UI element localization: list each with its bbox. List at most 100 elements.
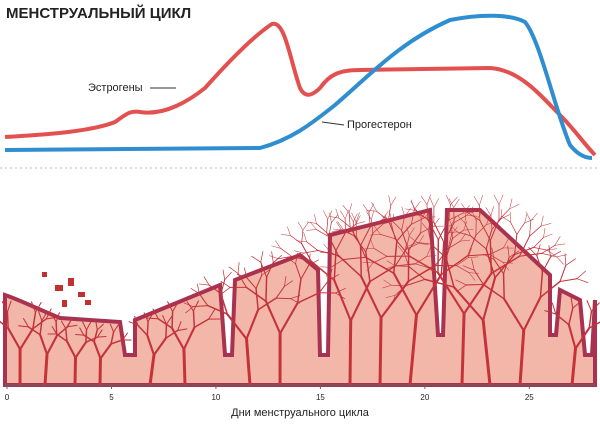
vessel <box>275 285 285 299</box>
vessel <box>456 265 470 274</box>
vessel <box>255 287 259 311</box>
vessel <box>255 274 263 289</box>
vessel <box>279 301 299 335</box>
vessel <box>323 244 331 253</box>
vessel <box>437 219 450 241</box>
vessel <box>176 321 182 332</box>
vessel <box>539 271 544 299</box>
vessel <box>287 226 291 236</box>
vessel <box>333 249 337 281</box>
vessel <box>371 202 377 212</box>
vessel <box>348 319 353 387</box>
vessel <box>456 257 469 266</box>
vessel <box>245 286 267 302</box>
vessel <box>65 327 68 342</box>
vessel <box>429 197 435 208</box>
vessel <box>27 326 41 336</box>
vessel <box>415 263 429 269</box>
vessel <box>333 228 344 231</box>
vessel <box>409 227 415 236</box>
vessel <box>295 263 302 280</box>
leader-line <box>321 121 345 126</box>
progesterone-curve <box>4 13 593 160</box>
vessel <box>410 217 426 225</box>
vessel <box>391 223 396 240</box>
vessel <box>55 312 60 323</box>
vessel <box>146 320 149 337</box>
vessel <box>272 255 283 263</box>
vessel <box>463 221 468 231</box>
vessel <box>157 318 173 329</box>
vessel <box>469 235 487 250</box>
vessel <box>559 278 578 282</box>
vessel <box>408 313 418 387</box>
vessel <box>450 196 458 205</box>
vessel <box>522 296 542 332</box>
vessel <box>335 287 346 294</box>
vessel <box>462 205 470 214</box>
vessel <box>391 213 395 225</box>
vessel <box>182 347 187 387</box>
vessel <box>448 198 455 208</box>
vessel <box>82 321 88 331</box>
vessel <box>86 321 92 331</box>
vessel <box>356 236 367 258</box>
vessel <box>576 278 589 283</box>
vessel <box>570 347 577 387</box>
vessel <box>536 255 543 273</box>
vessel <box>485 248 496 279</box>
vessel <box>541 253 557 258</box>
vessel <box>415 273 443 317</box>
vessel <box>556 256 564 265</box>
vessel <box>418 243 429 245</box>
vessel <box>39 319 43 336</box>
vessel <box>280 247 293 257</box>
vessel <box>409 236 418 243</box>
vessel <box>590 302 600 312</box>
vessel <box>228 266 239 274</box>
vessel <box>482 283 505 300</box>
vessel <box>193 318 210 329</box>
x-tick-label: 20 <box>420 393 429 402</box>
vessel <box>34 302 42 313</box>
vessel <box>251 255 262 263</box>
vessel <box>424 216 436 218</box>
vessel <box>43 352 49 387</box>
vessel <box>376 210 389 221</box>
vessel <box>440 254 469 276</box>
vessel <box>340 210 346 220</box>
vessel <box>457 216 466 224</box>
vessel <box>388 205 392 221</box>
vessel <box>452 285 485 322</box>
vessel <box>554 243 566 246</box>
vessel <box>524 213 528 224</box>
vessel <box>451 216 457 225</box>
vessel <box>203 276 210 286</box>
vessel <box>45 334 58 356</box>
progesterone-label: Прогестерон <box>347 119 412 131</box>
vessel <box>303 250 319 254</box>
vessel <box>393 240 398 274</box>
vessel <box>182 326 196 351</box>
vessel <box>408 266 426 280</box>
vessel <box>464 213 467 224</box>
vessel <box>284 276 287 287</box>
vessel <box>337 221 344 231</box>
vessel <box>342 205 350 214</box>
vessel <box>408 232 422 251</box>
vessel <box>306 241 319 251</box>
vessel <box>565 258 576 266</box>
vessel <box>410 209 415 225</box>
vessel <box>479 195 483 206</box>
vessel <box>6 310 9 329</box>
vessel <box>518 235 531 257</box>
vessel <box>185 306 194 314</box>
vessel <box>410 201 417 211</box>
vessel <box>18 325 29 328</box>
vessel <box>418 235 424 244</box>
x-tick-label: 10 <box>211 393 220 402</box>
vessel <box>385 265 396 269</box>
vessel <box>420 210 428 219</box>
vessel <box>55 333 68 342</box>
vessel <box>529 220 532 237</box>
